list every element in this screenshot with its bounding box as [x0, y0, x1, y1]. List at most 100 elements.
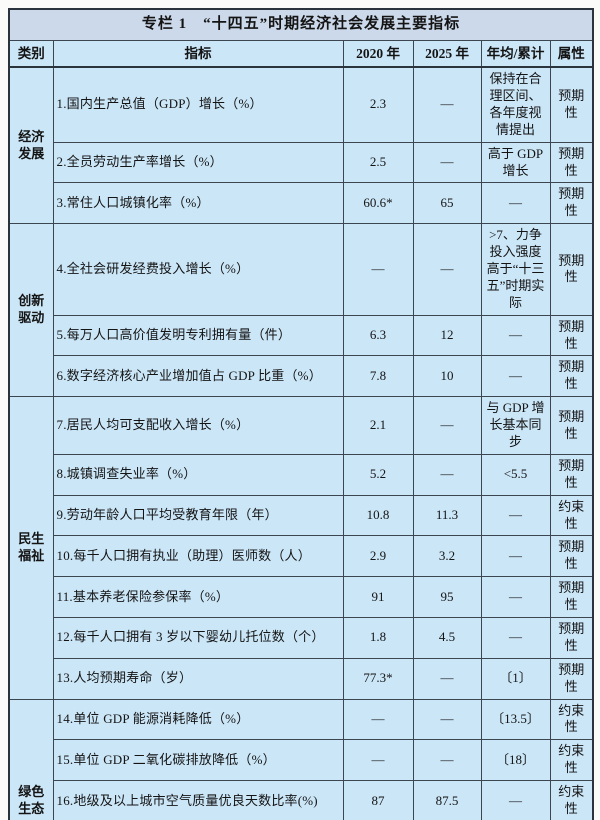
header-indicator: 指标 [52, 39, 344, 69]
table-row: 3.常住人口城镇化率（%） 60.6* 65— 预期性 [9, 182, 594, 225]
attribute-cell: 预期性 [549, 453, 594, 496]
value-2025-cell: 95 [412, 576, 482, 618]
attribute-cell: 预期性 [549, 314, 594, 357]
value-2020-cell: 2.1 [342, 396, 414, 455]
table-row: 15.单位 GDP 二氧化碳排放降低（%） — — 〔18〕 约束性 [9, 739, 594, 782]
table-row: 经济发展 1.国内生产总值（GDP）增长（%） 2.3— 保持在合理区间、各年度视情提… [8, 66, 594, 225]
annual-cumulative-cell: — [480, 780, 551, 820]
value-2025-cell: 3.2 [412, 535, 482, 578]
category-cell: 民生福祉 [8, 396, 54, 700]
attribute-cell: 预期性 [549, 576, 594, 618]
indicator-cell: 7.居民人均可支配收入增长（%） [52, 396, 344, 455]
annual-cumulative-cell: 保持在合理区间、各年度视情提出 [480, 66, 551, 143]
indicator-cell: 6.数字经济核心产业增加值占 GDP 比重（%） [52, 355, 344, 398]
value-2025-cell: — [412, 141, 482, 184]
indicators-table: 专栏 1 “十四五”时期经济社会发展主要指标 类别 指标 2020 年 2025… [8, 8, 595, 820]
table-title: 专栏 1 “十四五”时期经济社会发展主要指标 [8, 8, 594, 41]
value-2025-cell: 12 [412, 314, 482, 357]
value-2020-cell: 87 [342, 780, 414, 820]
indicator-cell: 5.每万人口高价值发明专利拥有量（件） [52, 314, 344, 357]
header-category: 类别 [8, 39, 54, 69]
value-2020-cell: 2.9 [342, 535, 414, 578]
indicator-cell: 12.每千人口拥有 3 岁以下婴幼儿托位数（个） [52, 616, 344, 659]
value-2025-cell: 87.5 [412, 780, 482, 820]
annual-cumulative-cell: — [480, 182, 551, 225]
value-2025-cell: — [412, 657, 482, 700]
value-2020-cell: 5.2 [342, 453, 414, 496]
table-row: 8.城镇调查失业率（%） 5.2— <5.5 预期性 [9, 453, 594, 496]
table-row: 12.每千人口拥有 3 岁以下婴幼儿托位数（个） 1.8 4.5— 预期性 [9, 616, 594, 659]
annual-cumulative-cell: 〔13.5〕 [480, 698, 551, 741]
attribute-cell: 预期性 [549, 223, 594, 316]
attribute-cell: 预期性 [549, 182, 594, 225]
header-2020: 2020 年 [342, 39, 414, 69]
indicator-cell: 11.基本养老保险参保率（%） [52, 576, 344, 618]
attribute-cell: 约束性 [549, 739, 594, 782]
table-row: 13.人均预期寿命（岁） 77.3* — 〔1〕 预期性 [9, 657, 594, 700]
table-row: 2.全员劳动生产率增长（%） 2.5— 高于 GDP 增长 预期性 [9, 141, 594, 184]
value-2020-cell: 77.3* [342, 657, 414, 700]
header-2025: 2025 年 [412, 39, 482, 69]
value-2025-cell: — [412, 396, 482, 455]
table-row: 11.基本养老保险参保率（%） 91 95— 预期性 [9, 576, 594, 618]
annual-cumulative-cell: 〔1〕 [480, 657, 551, 700]
table-row: 9.劳动年龄人口平均受教育年限（年） 10.8 11.3— 约束性 [9, 494, 594, 537]
value-2020-cell: 91 [342, 576, 414, 618]
attribute-cell: 预期性 [549, 396, 594, 455]
value-2020-cell: 6.3 [342, 314, 414, 357]
table-row: 10.每千人口拥有执业（助理）医师数（人） 2.9 3.2— 预期性 [9, 535, 594, 578]
table-row: 5.每万人口高价值发明专利拥有量（件） 6.3 12— 预期性 [9, 314, 594, 357]
attribute-cell: 预期性 [549, 535, 594, 578]
attribute-cell: 约束性 [549, 780, 594, 820]
annual-cumulative-cell: — [480, 355, 551, 398]
value-2020-cell: — [342, 698, 414, 741]
indicator-cell: 14.单位 GDP 能源消耗降低（%） [52, 698, 344, 741]
annual-cumulative-cell: 〔18〕 [480, 739, 551, 782]
annual-cumulative-cell: 与 GDP 增长基本同步 [480, 396, 551, 455]
value-2020-cell: 7.8 [342, 355, 414, 398]
attribute-cell: 预期性 [549, 355, 594, 398]
table-row: 创新驱动 4.全社会研发经费投入增长（%） — — >7、力争投入强度高于“十三五”时期… [8, 223, 594, 398]
annual-cumulative-cell: — [480, 616, 551, 659]
value-2025-cell: — [412, 739, 482, 782]
table-row: 6.数字经济核心产业增加值占 GDP 比重（%） 7.8 10— 预期性 [9, 355, 594, 398]
annual-cumulative-cell: — [480, 535, 551, 578]
table-body: 经济发展 1.国内生产总值（GDP）增长（%） 2.3— 保持在合理区间、各年度视情提… [8, 66, 594, 820]
value-2020-cell: — [342, 223, 414, 316]
value-2020-cell: 2.3 [342, 66, 414, 143]
table-title-row: 专栏 1 “十四五”时期经济社会发展主要指标 [8, 8, 594, 41]
category-cell: 创新驱动 [8, 223, 54, 398]
indicator-cell: 13.人均预期寿命（岁） [52, 657, 344, 700]
value-2020-cell: 60.6* [342, 182, 414, 225]
attribute-cell: 预期性 [549, 141, 594, 184]
annual-cumulative-cell: <5.5 [480, 453, 551, 496]
value-2020-cell: 2.5 [342, 141, 414, 184]
annual-cumulative-cell: 高于 GDP 增长 [480, 141, 551, 184]
table-row: 民生福祉 7.居民人均可支配收入增长（%） 2.1— 与 GDP 增长基本同步 预期性 [8, 396, 594, 700]
annual-cumulative-cell: — [480, 494, 551, 537]
indicator-cell: 16.地级及以上城市空气质量优良天数比率(%) [52, 780, 344, 820]
value-2025-cell: — [412, 453, 482, 496]
annual-cumulative-cell: >7、力争投入强度高于“十三五”时期实际 [480, 223, 551, 316]
table-row: 绿色生态 14.单位 GDP 能源消耗降低（%） — — 〔13.5〕 约束性 [8, 698, 594, 820]
indicator-cell: 1.国内生产总值（GDP）增长（%） [52, 66, 344, 143]
category-cell: 绿色生态 [8, 698, 54, 820]
annual-cumulative-cell: — [480, 576, 551, 618]
annual-cumulative-cell: — [480, 314, 551, 357]
attribute-cell: 预期性 [549, 66, 594, 143]
value-2025-cell: 11.3 [412, 494, 482, 537]
header-annual-cumulative: 年均/累计 [480, 39, 551, 69]
value-2025-cell: — [412, 223, 482, 316]
indicator-cell: 2.全员劳动生产率增长（%） [52, 141, 344, 184]
value-2025-cell: — [412, 66, 482, 143]
indicator-cell: 10.每千人口拥有执业（助理）医师数（人） [52, 535, 344, 578]
value-2020-cell: 10.8 [342, 494, 414, 537]
indicator-cell: 15.单位 GDP 二氧化碳排放降低（%） [52, 739, 344, 782]
value-2020-cell: 1.8 [342, 616, 414, 659]
category-cell: 经济发展 [8, 66, 54, 225]
attribute-cell: 约束性 [549, 698, 594, 741]
value-2025-cell: 65 [412, 182, 482, 225]
indicator-cell: 4.全社会研发经费投入增长（%） [52, 223, 344, 316]
indicator-cell: 9.劳动年龄人口平均受教育年限（年） [52, 494, 344, 537]
header-attribute: 属性 [549, 39, 594, 69]
